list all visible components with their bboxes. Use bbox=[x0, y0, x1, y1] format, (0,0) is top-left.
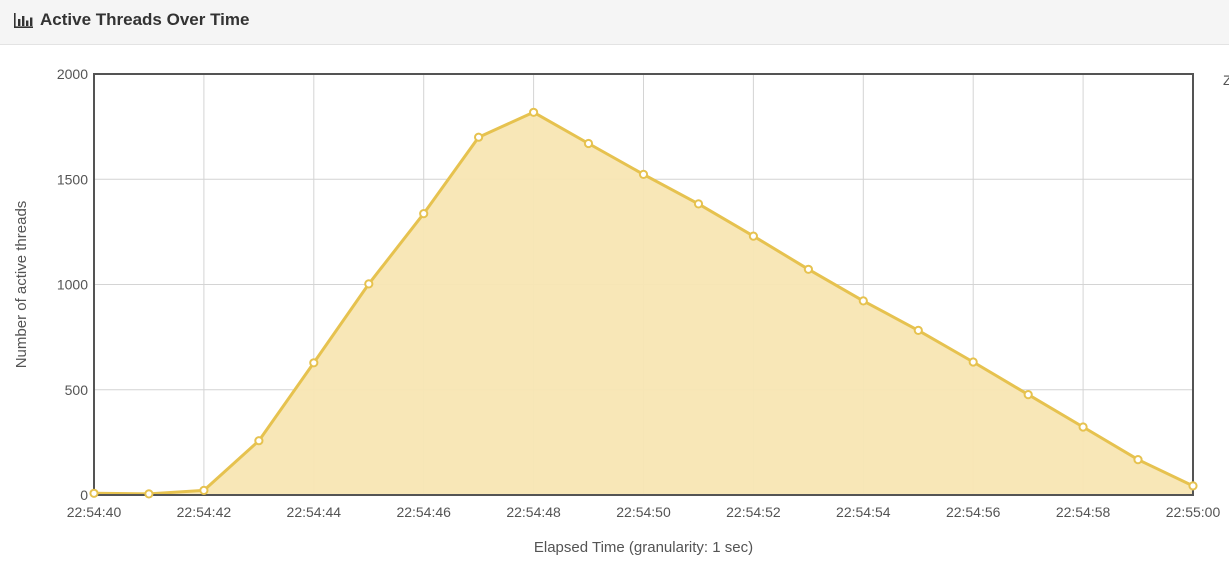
data-point[interactable] bbox=[748, 231, 759, 241]
data-point[interactable] bbox=[529, 107, 539, 117]
data-point[interactable] bbox=[968, 357, 978, 367]
x-axis-ticks: 22:54:40 22:54:42 22:54:44 22:54:46 22:54:48… bbox=[67, 504, 1221, 520]
data-point[interactable] bbox=[1133, 455, 1143, 465]
x-tick-label: 22:54:46 bbox=[396, 504, 451, 520]
y-tick-label: 0 bbox=[80, 487, 88, 503]
data-point[interactable] bbox=[583, 138, 594, 149]
x-tick-label: 22:54:50 bbox=[616, 504, 671, 520]
x-tick-label: 22:54:54 bbox=[836, 504, 891, 520]
panel-title: Active Threads Over Time bbox=[14, 10, 249, 30]
data-point[interactable] bbox=[858, 296, 868, 306]
series-area bbox=[94, 112, 1193, 496]
legend-text: Z bbox=[1223, 72, 1229, 88]
x-tick-label: 22:54:42 bbox=[177, 504, 232, 520]
x-tick-label: 22:54:58 bbox=[1056, 504, 1111, 520]
data-point[interactable] bbox=[1188, 481, 1198, 491]
data-point[interactable] bbox=[419, 209, 429, 219]
x-tick-label: 22:54:56 bbox=[946, 504, 1001, 520]
x-tick-label: 22:55:00 bbox=[1166, 504, 1221, 520]
data-point[interactable] bbox=[638, 169, 649, 179]
chart-title: Active Threads Over Time bbox=[40, 10, 250, 29]
y-tick-label: 1500 bbox=[57, 171, 88, 187]
x-axis-label: Elapsed Time (granularity: 1 sec) bbox=[534, 539, 753, 556]
y-tick-label: 2000 bbox=[57, 66, 88, 82]
x-tick-label: 22:54:48 bbox=[506, 504, 561, 520]
data-point[interactable] bbox=[364, 279, 374, 289]
data-point[interactable] bbox=[693, 199, 704, 209]
y-tick-label: 1000 bbox=[57, 277, 88, 293]
data-point[interactable] bbox=[309, 358, 319, 368]
data-point[interactable] bbox=[803, 264, 814, 274]
y-axis-label: Number of active threads bbox=[13, 201, 30, 369]
bar-chart-icon bbox=[14, 12, 33, 28]
y-axis-ticks: 0 500 1000 1500 2000 bbox=[57, 66, 88, 503]
data-point[interactable] bbox=[89, 488, 99, 498]
x-tick-label: 22:54:52 bbox=[726, 504, 781, 520]
data-point[interactable] bbox=[254, 436, 264, 446]
panel-header: Active Threads Over Time bbox=[0, 0, 1229, 45]
x-tick-label: 22:54:44 bbox=[287, 504, 342, 520]
data-point[interactable] bbox=[474, 132, 484, 142]
data-point[interactable] bbox=[913, 325, 923, 335]
plot-frame bbox=[93, 73, 1194, 496]
data-point[interactable] bbox=[1023, 390, 1033, 400]
data-point[interactable] bbox=[199, 485, 209, 495]
data-point[interactable] bbox=[144, 489, 154, 499]
data-point[interactable] bbox=[1078, 422, 1088, 432]
y-tick-label: 500 bbox=[65, 382, 89, 398]
points-layer bbox=[89, 107, 1198, 499]
x-tick-label: 22:54:40 bbox=[67, 504, 122, 520]
